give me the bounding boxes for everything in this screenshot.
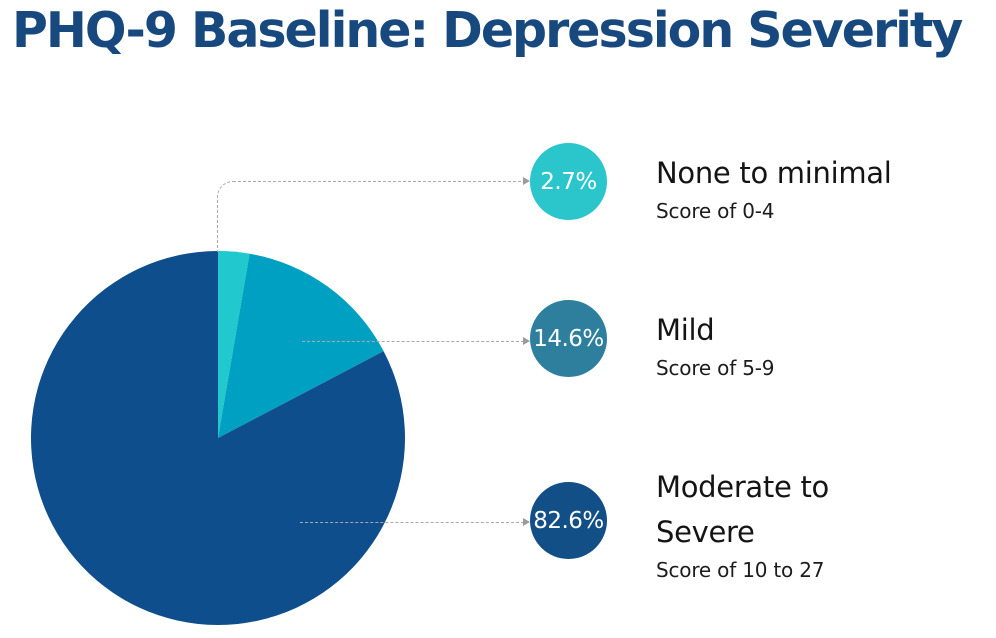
legend-sublabel: Score of 10 to 27	[656, 558, 825, 582]
legend-item-moderate-severe: 82.6% Moderate to Severe Score of 10 to …	[530, 470, 980, 602]
pie-slice	[218, 251, 250, 438]
arrow-icon	[523, 518, 530, 526]
legend-texts: Moderate to Severe Score of 10 to 27	[656, 465, 871, 582]
legend-texts: None to minimal Score of 0-4	[656, 151, 892, 223]
legend-label: Mild	[656, 313, 715, 347]
legend-sublabel: Score of 0-4	[656, 199, 775, 223]
legend-item-mild: 14.6% Mild Score of 5-9	[530, 300, 980, 420]
legend-texts: Mild Score of 5-9	[656, 308, 774, 380]
arrow-icon	[523, 177, 530, 185]
legend-item-none-to-minimal: 2.7% None to minimal Score of 0-4	[530, 143, 980, 263]
legend-label: None to minimal	[656, 156, 892, 190]
percentage-badge: 82.6%	[530, 482, 607, 559]
pie-chart	[30, 250, 405, 625]
pie-slice	[30, 250, 405, 625]
legend-label: Moderate to Severe	[656, 470, 829, 549]
percentage-badge: 14.6%	[530, 300, 607, 377]
chart-title: PHQ-9 Baseline: Depression Severity	[12, 2, 963, 59]
percentage-badge: 2.7%	[530, 143, 607, 220]
legend-sublabel: Score of 5-9	[656, 356, 775, 380]
pie-slice	[218, 253, 384, 438]
arrow-icon	[523, 337, 530, 345]
pie-chart-svg	[30, 250, 405, 625]
connector-none-to-minimal	[217, 181, 525, 252]
